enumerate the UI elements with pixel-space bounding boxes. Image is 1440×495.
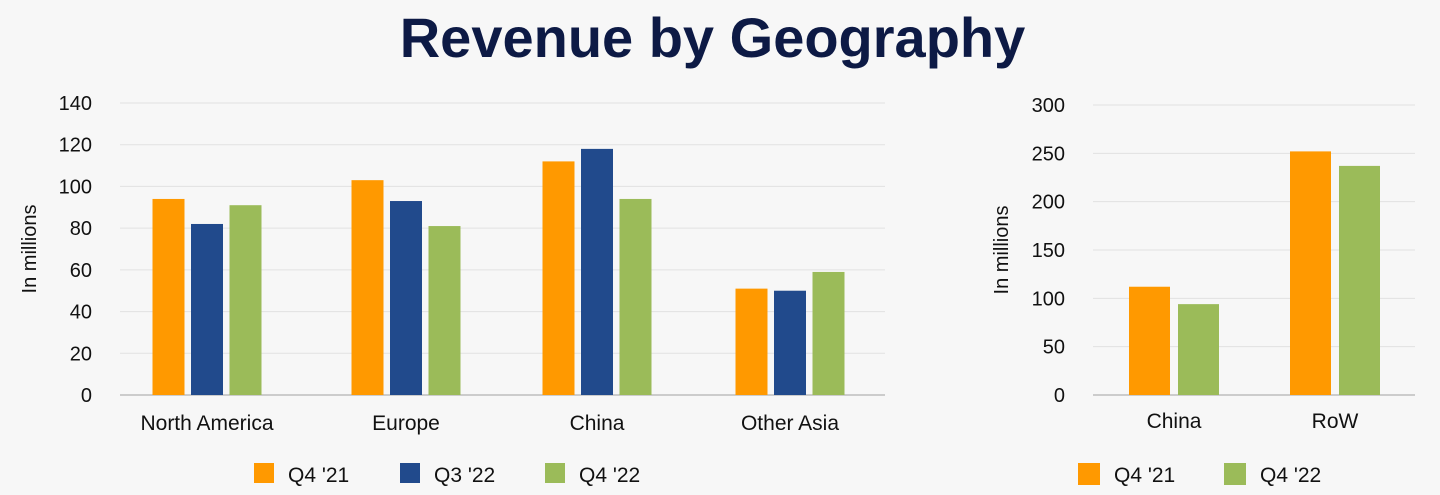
- bar-q4-22-other-asia: [812, 271, 845, 395]
- y-tick-label: 140: [59, 93, 92, 115]
- bar-q4-22-row: [1339, 165, 1380, 395]
- legend-swatch-q4-21: [1078, 463, 1100, 485]
- bar-q4-22-north-america: [229, 205, 262, 395]
- x-category-label: China: [1147, 410, 1202, 433]
- y-tick-label: 200: [1032, 192, 1065, 214]
- x-category-label: RoW: [1312, 410, 1359, 433]
- bar-q4-21-other-asia: [735, 288, 768, 395]
- bar-q4-22-europe: [428, 226, 461, 395]
- y-tick-label: 40: [70, 302, 92, 324]
- legend-swatch-q4-21: [254, 463, 274, 483]
- y-tick-label: 20: [70, 343, 92, 365]
- chart-china-vs-row: 0 50 100 150 200 250 300 In millions China RoW Q4 …: [991, 95, 1415, 487]
- bar-q4-21-china: [542, 161, 575, 395]
- legend-label-q4-22: Q4 '22: [1260, 464, 1321, 487]
- y-tick-label: 100: [1032, 288, 1065, 310]
- y-axis-label: In millions: [991, 206, 1013, 295]
- bar-q3-22-north-america: [191, 223, 223, 395]
- legend-swatch-q4-22: [545, 463, 565, 483]
- x-category-label: Other Asia: [741, 412, 839, 435]
- y-tick-label: 300: [1032, 95, 1065, 117]
- legend-swatch-q3-22: [400, 463, 420, 483]
- page-title: Revenue by Geography: [399, 6, 1026, 69]
- bar-q4-22-china: [1178, 304, 1219, 395]
- legend-label-q4-21: Q4 '21: [288, 464, 349, 487]
- bar-q3-22-china: [581, 148, 613, 395]
- x-category-label: North America: [140, 412, 273, 435]
- y-tick-label: 80: [70, 218, 92, 240]
- y-tick-label: 0: [1054, 385, 1065, 407]
- bar-q4-21-north-america: [152, 198, 185, 395]
- y-tick-label: 100: [59, 176, 92, 198]
- y-tick-label: 250: [1032, 143, 1065, 165]
- y-axis-label: In millions: [19, 205, 41, 294]
- chart-by-region: 0 20 40 60 80 100 120 140 In millions North Ameri…: [19, 93, 885, 487]
- y-tick-label: 60: [70, 260, 92, 282]
- y-tick-label: 120: [59, 135, 92, 157]
- x-category-label: Europe: [372, 412, 440, 435]
- bar-q4-21-china: [1129, 286, 1170, 395]
- legend-swatch-q4-22: [1224, 463, 1246, 485]
- y-tick-label: 0: [81, 385, 92, 407]
- legend-label-q4-22: Q4 '22: [579, 464, 640, 487]
- bar-q3-22-other-asia: [774, 290, 806, 395]
- bar-q4-21-row: [1290, 151, 1331, 395]
- x-category-label: China: [570, 412, 625, 435]
- bar-q4-22-china: [619, 198, 652, 395]
- y-tick-label: 50: [1043, 337, 1065, 359]
- y-tick-label: 150: [1032, 240, 1065, 262]
- bar-q4-21-europe: [351, 180, 384, 395]
- legend-label-q4-21: Q4 '21: [1114, 464, 1175, 487]
- bar-q3-22-europe: [390, 201, 422, 395]
- legend-label-q3-22: Q3 '22: [434, 464, 495, 487]
